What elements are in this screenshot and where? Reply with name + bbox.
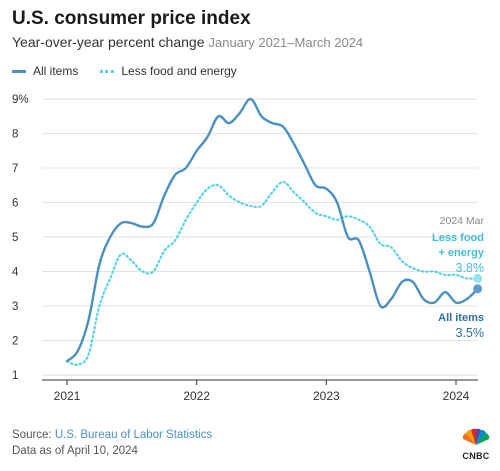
y-tick-label-2: 2 bbox=[12, 336, 18, 348]
y-tick-label-4: 4 bbox=[12, 267, 19, 279]
chart-title: U.S. consumer price index bbox=[12, 8, 251, 29]
cnbc-logo: CNBC bbox=[458, 428, 494, 461]
annotation-core-value: 3.8% bbox=[456, 261, 485, 275]
annotation-core-label-1: Less food bbox=[432, 232, 484, 244]
peacock-icon bbox=[462, 428, 490, 445]
subtitle-date-range: January 2021–March 2024 bbox=[208, 35, 364, 50]
subtitle-text: Year-over-year percent change bbox=[12, 34, 205, 50]
source-prefix: Source: bbox=[12, 429, 55, 441]
x-tick-label-2024: 2024 bbox=[443, 389, 470, 403]
chart-source: Source: U.S. Bureau of Labor Statistics bbox=[12, 429, 212, 441]
y-tick-label-1: 1 bbox=[12, 370, 18, 382]
chart-subtitle: Year-over-year percent change January 202… bbox=[12, 34, 363, 50]
y-tick-label-7: 7 bbox=[12, 163, 18, 175]
y-tick-label-6: 6 bbox=[12, 198, 18, 210]
y-tick-label-8: 8 bbox=[12, 129, 18, 141]
endpoint-less-food-energy bbox=[473, 273, 483, 283]
legend-item-all-items: All items bbox=[12, 64, 78, 78]
series-layer bbox=[65, 97, 483, 366]
legend-label-all-items: All items bbox=[33, 64, 79, 78]
grid-layer bbox=[42, 98, 478, 376]
x-tick-label-2021: 2021 bbox=[54, 389, 81, 403]
data-as-of: Data as of April 10, 2024 bbox=[12, 445, 138, 457]
legend-item-less-food-energy: Less food and energy bbox=[100, 64, 237, 78]
annotation-core-label-2: + energy bbox=[438, 247, 484, 259]
y-tick-labels: 9% 8 7 6 5 4 3 2 1 bbox=[12, 94, 29, 382]
legend-swatch-all-items bbox=[12, 69, 26, 73]
y-tick-label-5: 5 bbox=[12, 232, 18, 244]
x-tick-label-2022: 2022 bbox=[183, 389, 210, 403]
endpoint-all-items bbox=[473, 284, 483, 294]
source-link[interactable]: U.S. Bureau of Labor Statistics bbox=[54, 429, 213, 441]
annotation-date: 2024 Mar bbox=[440, 215, 485, 227]
brand-text: CNBC bbox=[462, 451, 490, 461]
chart-legend: All items Less food and energy bbox=[12, 64, 259, 78]
series-line-less-food-energy bbox=[65, 180, 479, 366]
series-line-all-items bbox=[65, 97, 479, 363]
annotation-all-value: 3.5% bbox=[456, 326, 485, 340]
annotation-all-label: All items bbox=[438, 312, 484, 324]
y-tick-label-3: 3 bbox=[12, 301, 18, 313]
cpi-line-chart: 9% 8 7 6 5 4 3 2 1 2021 2022 2023 2024 2024 Mar Les… bbox=[12, 94, 485, 403]
legend-swatch-less-food-energy bbox=[100, 69, 115, 73]
x-tick-label-2023: 2023 bbox=[313, 389, 340, 403]
y-tick-label-9: 9% bbox=[12, 94, 29, 106]
x-axis: 2021 2022 2023 2024 bbox=[42, 379, 478, 403]
legend-label-less-food-energy: Less food and energy bbox=[121, 64, 237, 78]
